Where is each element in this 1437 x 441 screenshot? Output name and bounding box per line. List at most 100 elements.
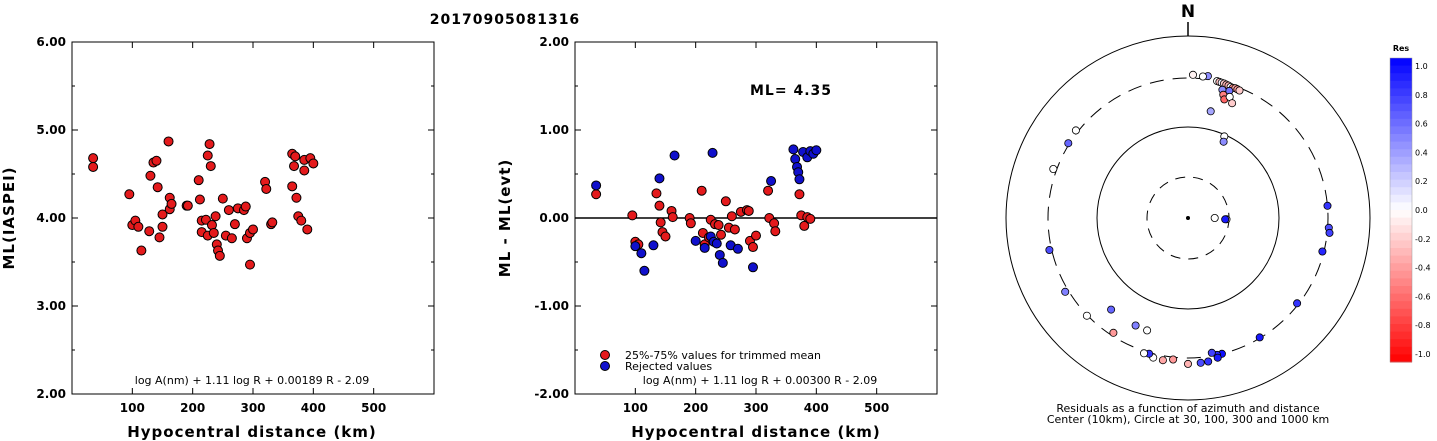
panel-ml-residual: 2.00 1.00 0.00 -1.00 -2.00 100 200 300 400 500 ML… (496, 35, 938, 441)
data-point (152, 182, 163, 193)
legend-rejected-marker (600, 361, 610, 371)
formula-text: log A(nm) + 1.11 log R + 0.00189 R - 2.0… (135, 374, 369, 387)
x-tick-label: 200 (683, 401, 708, 415)
rejected-point (654, 173, 665, 184)
colorbar-label: -1.0 (1415, 350, 1431, 359)
rejected-point (591, 180, 602, 191)
data-point (202, 150, 213, 161)
trimmed-point (685, 218, 696, 229)
data-point (244, 259, 255, 270)
x-tick-label: 400 (301, 401, 326, 415)
colorbar-label: -0.2 (1415, 235, 1431, 244)
panel-ml-iaspei: 6.00 5.00 4.00 3.00 2.00 100 200 300 400 500 ML(I… (0, 35, 435, 441)
colorbar-title: Res (1393, 44, 1410, 53)
x-axis-label: Hypocentral distance (km) (631, 423, 881, 441)
colorbar-segment (1390, 187, 1412, 196)
colorbar-segment (1390, 240, 1412, 249)
data-point (204, 139, 215, 150)
ring-300km (1047, 77, 1329, 359)
station-residual (1131, 321, 1140, 330)
rejected-point (747, 262, 758, 273)
station-residual (1064, 139, 1073, 148)
colorbar-segment (1390, 308, 1412, 317)
colorbar-segment (1390, 134, 1412, 143)
data-point (299, 165, 310, 176)
data-point (88, 161, 99, 172)
data-point (157, 221, 168, 232)
colorbar-segment (1390, 172, 1412, 181)
trimmed-point (655, 217, 666, 228)
station-residual (1318, 247, 1327, 256)
chart-title: 20170905081316 (430, 12, 580, 28)
station-residual (1061, 287, 1070, 296)
colorbar-segment (1390, 164, 1412, 173)
trimmed-point (763, 185, 774, 196)
y-tick-label: 2.00 (539, 35, 569, 49)
center-dot (1186, 216, 1190, 220)
data-point (261, 183, 272, 194)
data-point (157, 209, 168, 220)
y-tick-label: 6.00 (36, 35, 66, 49)
colorbar-label: 0.8 (1415, 91, 1428, 100)
formula-text: log A(nm) + 1.11 log R + 0.00300 R - 2.0… (643, 374, 877, 387)
data-point (289, 161, 300, 172)
colorbar-segment (1390, 255, 1412, 264)
trimmed-point (716, 229, 727, 240)
station-residual (1198, 72, 1207, 81)
data-point (296, 215, 307, 226)
data-point (308, 158, 319, 169)
y-tick-label: -1.00 (534, 299, 569, 313)
colorbar-segment (1390, 263, 1412, 272)
trimmed-point (751, 230, 761, 241)
rejected-point (732, 243, 743, 254)
station-residual (1228, 99, 1237, 108)
y-tick-label: 4.00 (36, 211, 66, 225)
colorbar-label: 0.2 (1415, 177, 1428, 186)
station-residual (1049, 164, 1058, 173)
station-residual (1204, 357, 1213, 366)
colorbar-segment (1390, 232, 1412, 241)
colorbar-segment (1390, 58, 1412, 67)
station-residual (1255, 333, 1264, 342)
colorbar-segment (1390, 111, 1412, 120)
rejected-point (648, 240, 659, 251)
colorbar-frame (1389, 57, 1413, 363)
data-point (193, 175, 204, 186)
data-point (124, 189, 135, 200)
colorbar-segment (1390, 286, 1412, 295)
colorbar-segment (1390, 194, 1412, 203)
station-residual (1207, 348, 1216, 357)
x-tick-label: 100 (120, 401, 145, 415)
station-residual (1107, 305, 1116, 314)
station-residual (1325, 228, 1334, 237)
data-point (144, 226, 155, 237)
data-point (226, 233, 237, 244)
station-residual (1196, 358, 1205, 367)
colorbar-segment (1390, 217, 1412, 226)
data-point (248, 224, 258, 235)
station-residual (1293, 299, 1302, 308)
trimmed-point (720, 196, 731, 207)
legend-trimmed-label: 25%-75% values for trimmed mean (625, 349, 821, 362)
rejected-point (766, 176, 777, 187)
station-residual (1210, 213, 1219, 222)
station-residual (1082, 311, 1091, 320)
colorbar-segment (1390, 179, 1412, 188)
colorbar-label: 0.4 (1415, 148, 1428, 157)
colorbar-segment (1390, 88, 1412, 97)
data-point (154, 232, 165, 243)
colorbar-segment (1390, 80, 1412, 89)
y-tick-label: 2.00 (36, 387, 66, 401)
trimmed-point (770, 226, 781, 237)
panel-azimuth-residuals: N Residuals as a function of azimuth and… (1005, 2, 1431, 426)
y-tick-label: -2.00 (534, 387, 569, 401)
caption-line-2: Center (10km), Circle at 30, 100, 300 an… (1047, 413, 1329, 426)
station-residual (1235, 86, 1244, 95)
colorbar-label: -0.8 (1415, 321, 1431, 330)
colorbar-segment (1390, 293, 1412, 302)
data-point (208, 227, 219, 238)
data-point (287, 181, 298, 192)
y-tick-label: 1.00 (539, 123, 569, 137)
station-residual (1140, 349, 1149, 358)
data-point (267, 217, 278, 228)
